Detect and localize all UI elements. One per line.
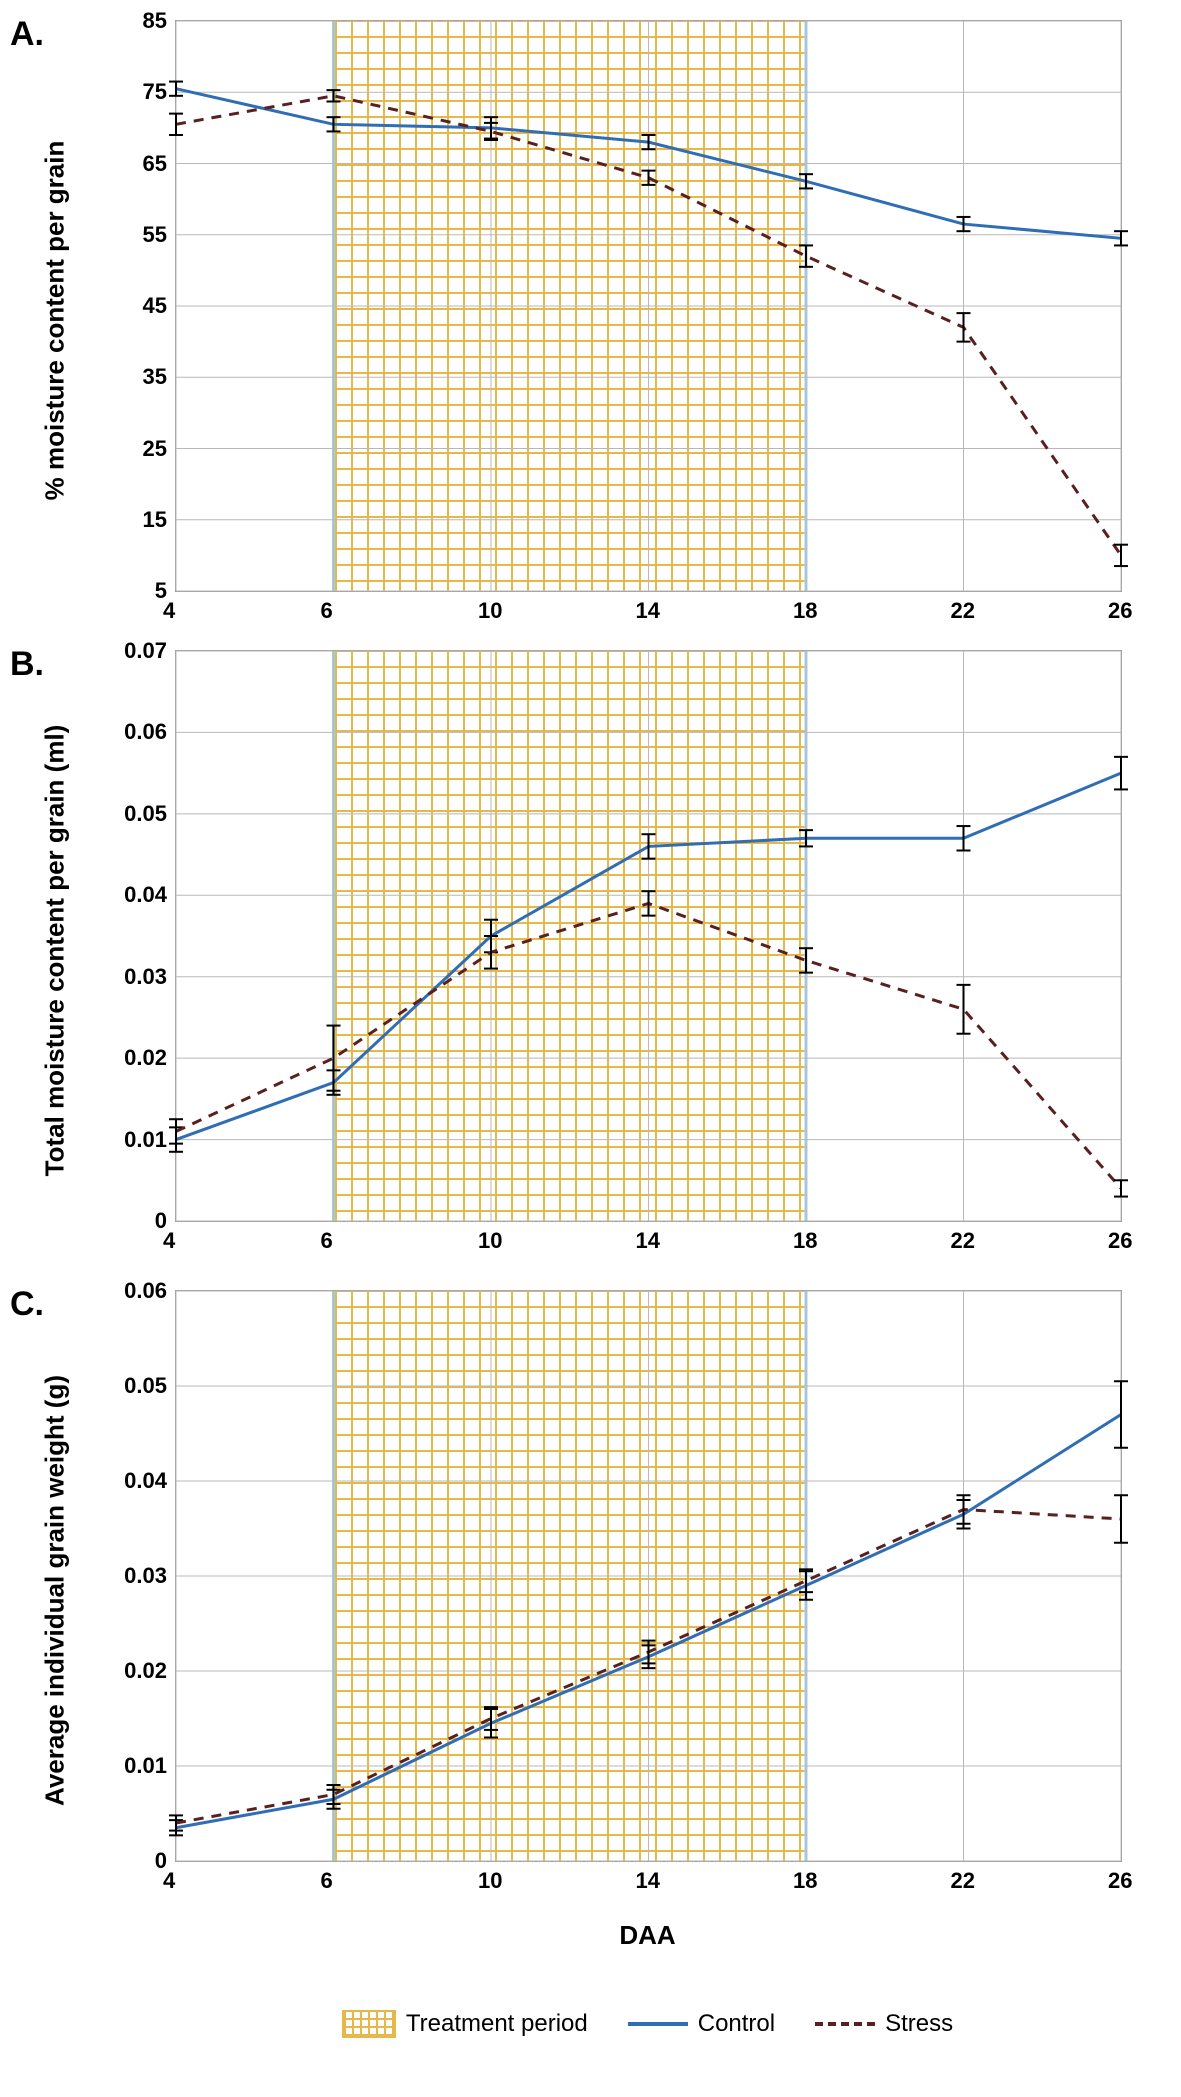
x-tick-label: 14 [636,598,660,624]
y-tick-label: 0.05 [124,801,167,827]
hatch-swatch-icon [342,2010,396,2038]
x-axis-label: DAA [175,1920,1120,1951]
panel-label-A: A. [10,15,44,54]
x-tick-label: 4 [163,1228,175,1254]
y-tick-label: 0.01 [124,1753,167,1779]
x-tick-label: 14 [636,1228,660,1254]
x-tick-label: 14 [636,1868,660,1894]
x-tick-label: 10 [478,598,502,624]
y-tick-label: 0.02 [124,1658,167,1684]
figure: A.51525354555657585461014182226% moistur… [0,0,1181,2097]
legend-label: Treatment period [406,2010,588,2038]
y-tick-label: 35 [143,364,167,390]
error-bar [957,313,971,342]
x-tick-label: 10 [478,1228,502,1254]
y-tick-label: 85 [143,8,167,34]
x-tick-label: 22 [951,1868,975,1894]
error-bar [1114,1381,1128,1448]
legend-item-control: Control [628,2010,775,2038]
y-tick-label: 55 [143,222,167,248]
legend-label: Control [698,2010,775,2038]
plot-area-A [175,20,1122,592]
plot-area-B [175,650,1122,1222]
x-tick-label: 6 [321,1868,333,1894]
x-tick-label: 10 [478,1868,502,1894]
x-tick-label: 6 [321,1228,333,1254]
y-tick-label: 0.05 [124,1373,167,1399]
x-tick-label: 18 [793,598,817,624]
legend: Treatment period Control Stress [175,2010,1120,2038]
y-tick-label: 0.04 [124,1468,167,1494]
error-bar [1114,1180,1128,1196]
x-tick-label: 6 [321,598,333,624]
x-tick-label: 4 [163,1868,175,1894]
y-tick-label: 0.03 [124,964,167,990]
y-tick-label: 25 [143,436,167,462]
error-bar [957,985,971,1034]
y-tick-label: 0.01 [124,1127,167,1153]
legend-label: Stress [885,2010,953,2038]
x-tick-label: 26 [1108,1228,1132,1254]
panel-label-B: B. [10,645,44,684]
error-bar [1114,757,1128,790]
x-tick-label: 22 [951,1228,975,1254]
x-tick-label: 4 [163,598,175,624]
y-tick-label: 0.03 [124,1563,167,1589]
line-dashed-icon [815,2022,875,2026]
x-tick-label: 26 [1108,598,1132,624]
x-tick-label: 26 [1108,1868,1132,1894]
y-tick-label: 75 [143,79,167,105]
y-tick-label: 45 [143,293,167,319]
y-tick-label: 0.06 [124,719,167,745]
legend-item-stress: Stress [815,2010,953,2038]
line-solid-icon [628,2022,688,2026]
error-bar [1114,1495,1128,1543]
x-tick-label: 18 [793,1228,817,1254]
y-tick-label: 0.06 [124,1278,167,1304]
y-tick-label: 0.07 [124,638,167,664]
y-tick-label: 0.02 [124,1045,167,1071]
plot-area-C [175,1290,1122,1862]
y-tick-label: 15 [143,507,167,533]
panel-label-C: C. [10,1285,44,1324]
y-tick-label: 0.04 [124,882,167,908]
y-tick-label: 65 [143,151,167,177]
x-tick-label: 22 [951,598,975,624]
x-tick-label: 18 [793,1868,817,1894]
legend-item-treatment: Treatment period [342,2010,588,2038]
